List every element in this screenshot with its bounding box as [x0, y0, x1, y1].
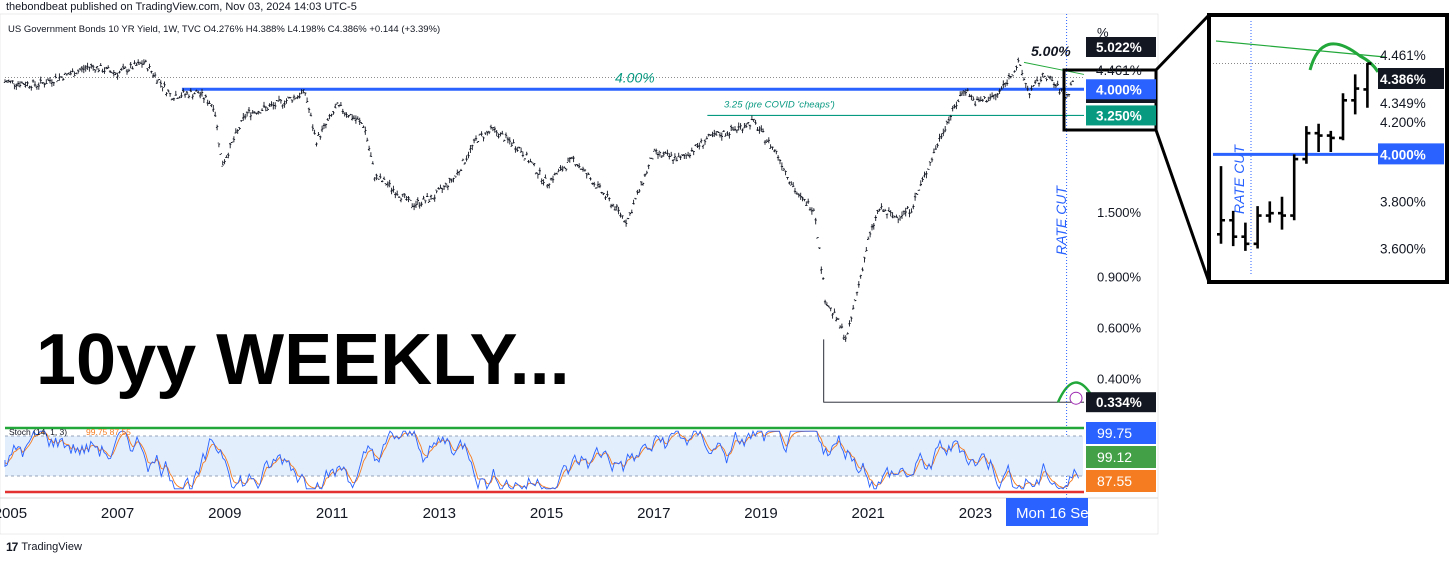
x-tick-label: 2015 [530, 505, 563, 522]
inset-candle [1241, 222, 1250, 251]
inset-candle [1265, 201, 1274, 223]
symbol-info-line: US Government Bonds 10 YR Yield, 1W, TVC… [8, 24, 440, 35]
inset-price-label: 4.461% [1380, 48, 1426, 63]
stoch-badge [1086, 422, 1156, 444]
x-tick-label: 2021 [852, 505, 885, 522]
inset-candle [1253, 206, 1262, 249]
inset-price-badge [1378, 68, 1444, 89]
price-badge [1086, 79, 1156, 100]
inset-connector-top [1154, 13, 1211, 72]
inset-price-label: 3.800% [1380, 194, 1426, 209]
x-tick-label: 2009 [208, 505, 241, 522]
stoch-k-line [4, 429, 1080, 491]
zoom-inset: RATE CUT 4.461% 4.386% 4.349% 4.200% 4.000% 3.… [1154, 13, 1449, 284]
inset-candle [1302, 126, 1311, 164]
price-badge-label: 4.000% [1096, 82, 1142, 97]
inset-price-label: 4.200% [1380, 115, 1426, 130]
stoch-badge [1086, 470, 1156, 492]
time-axis: 2005 2007 2009 2011 2013 2015 2017 2019 2021 2023… [0, 497, 1158, 526]
low-arc-annotation [1056, 381, 1094, 403]
inset-candle [1339, 93, 1347, 141]
price-badge [1086, 392, 1156, 413]
stoch-badge-label: 87.55 [1097, 473, 1132, 489]
stoch-d-line [4, 430, 1079, 489]
x-tick-label: 2007 [101, 505, 134, 522]
inset-candle [1351, 74, 1360, 115]
event-marker-icon [1069, 391, 1083, 405]
headline-text: 10yy WEEKLY... [36, 320, 570, 400]
x-tick-label: 2023 [959, 505, 992, 522]
y-tick-label: 0.600% [1097, 320, 1142, 335]
inset-connector-bottom [1154, 129, 1211, 283]
x-tick-label: 2017 [637, 505, 670, 522]
rate-cut-label: RATE CUT [1053, 185, 1069, 255]
inset-candle [1290, 154, 1299, 221]
price-badge-label: 4.461% [1096, 63, 1142, 78]
price-badge-label: 3.250% [1096, 108, 1142, 123]
x-tick-label: 2005 [0, 505, 27, 522]
footer-brand-label: TradingView [21, 541, 82, 553]
price-bars [3, 57, 1074, 342]
stoch-indicator-values: 99.75 87.55 [86, 427, 131, 437]
inset-candle [1278, 196, 1286, 230]
y-tick-label: 1.500% [1097, 205, 1142, 220]
stoch-badge [1086, 446, 1156, 468]
low-bracket-line [823, 339, 1084, 403]
x-tick-label: 2019 [744, 505, 777, 522]
inset-arc-annotation [1308, 42, 1380, 73]
inset-price-badge [1378, 143, 1444, 165]
trend-line [1023, 61, 1085, 75]
price-badge-label: 0.334% [1096, 395, 1142, 410]
x-tick-label: 2011 [316, 505, 348, 522]
publisher-line: thebondbeat published on TradingView.com… [6, 1, 357, 13]
price-axis: 1.500%0.900%0.600%0.400%5.022%4.461%4.38… [1086, 37, 1156, 413]
inset-candle [1229, 210, 1238, 247]
price-axis-unit: % [1097, 25, 1109, 40]
inset-candle [1314, 123, 1323, 153]
stochastic-pane: 99.75 99.12 87.55 [4, 422, 1156, 494]
stoch-badge-label: 99.75 [1097, 425, 1132, 441]
stoch-badge-label: 99.12 [1097, 449, 1132, 465]
stoch-indicator-name: Stoch (14, 1, 3) [9, 427, 67, 437]
x-tick-label: 2013 [423, 505, 456, 522]
inset-price-label: 3.600% [1380, 241, 1426, 256]
tradingview-logo-icon: 17 [6, 540, 18, 554]
support-line-label: 4.00% [615, 69, 655, 85]
crosshair-date-label: Mon 16 Se [1016, 505, 1089, 522]
level-5pct-label: 5.00% [1031, 43, 1071, 59]
y-tick-label: 0.900% [1097, 269, 1142, 284]
covid-level-label: 3.25 (pre COVID 'cheaps') [724, 99, 835, 110]
inset-candle [1363, 62, 1372, 108]
inset-rate-cut-label: RATE CUT [1231, 144, 1247, 214]
inset-price-label: 4.000% [1380, 147, 1426, 162]
crosshair-date-badge [1006, 498, 1088, 526]
price-badge [1086, 105, 1156, 126]
y-tick-label: 0.400% [1097, 371, 1142, 386]
inset-price-label: 4.349% [1380, 96, 1426, 111]
inset-price-label: 4.386% [1380, 72, 1426, 87]
footer-brand[interactable]: 17 TradingView [6, 540, 82, 554]
inset-candle [1326, 130, 1335, 153]
inset-candle [1217, 166, 1225, 244]
price-badge [1086, 37, 1156, 57]
main-price-pane: 4.00% 3.25 (pre COVID 'cheaps') 5.00% RATE … [3, 14, 1158, 498]
price-badge-label: 5.022% [1096, 40, 1142, 55]
